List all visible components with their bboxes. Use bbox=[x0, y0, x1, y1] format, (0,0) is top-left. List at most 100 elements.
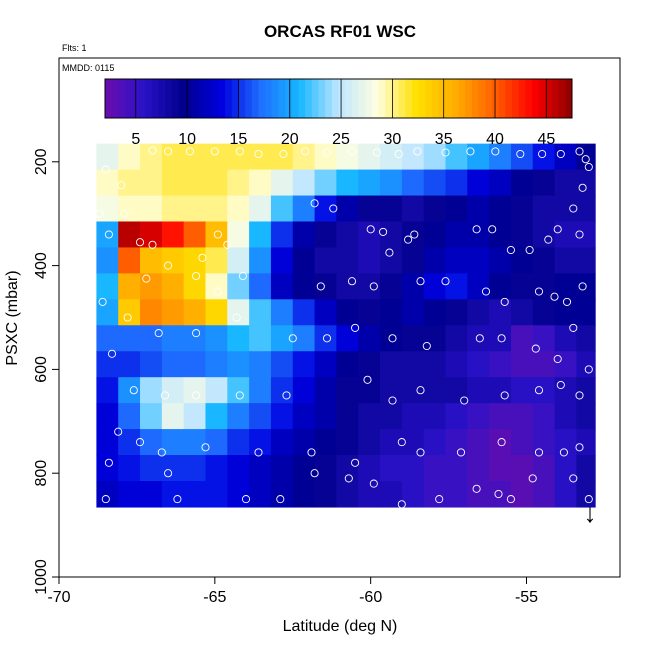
colorbar-segment bbox=[251, 79, 259, 118]
heatmap-cell bbox=[249, 455, 272, 482]
colorbar-segment bbox=[405, 79, 413, 118]
heatmap-cell bbox=[532, 247, 556, 274]
observation-point bbox=[575, 230, 584, 239]
heatmap-cell bbox=[554, 169, 577, 197]
heatmap-cell bbox=[467, 169, 490, 197]
observation-point bbox=[544, 235, 553, 244]
heatmap-cell bbox=[140, 221, 163, 249]
heatmap-cell bbox=[96, 247, 119, 274]
observation-point bbox=[95, 209, 104, 218]
heatmap-cell bbox=[467, 143, 490, 171]
x-tick-label: -60 bbox=[359, 589, 382, 606]
heatmap-cell bbox=[532, 299, 556, 326]
heatmap-cell bbox=[140, 429, 163, 456]
colorbar-segment bbox=[431, 79, 440, 118]
heatmap-cell bbox=[554, 480, 577, 508]
heatmap-cell bbox=[554, 143, 577, 171]
observation-point bbox=[441, 277, 450, 286]
heatmap-cell bbox=[445, 299, 468, 326]
colorbar-segment bbox=[171, 79, 179, 118]
heatmap-cell bbox=[510, 325, 534, 352]
heatmap-cell bbox=[401, 169, 425, 197]
heatmap-cell bbox=[249, 429, 272, 456]
heatmap-cell bbox=[576, 403, 596, 430]
heatmap-cell bbox=[336, 429, 359, 456]
observation-point bbox=[575, 443, 584, 452]
heatmap-cell bbox=[445, 273, 468, 300]
heatmap-cell bbox=[489, 143, 512, 171]
colorbar-tick-label: 15 bbox=[230, 131, 248, 148]
heatmap-cell bbox=[532, 325, 556, 352]
colorbar-segment bbox=[358, 79, 366, 118]
heatmap-cell bbox=[445, 169, 468, 197]
heatmap-cell bbox=[227, 351, 250, 378]
colorbar-segment bbox=[311, 79, 319, 118]
heatmap-cell bbox=[554, 325, 577, 352]
y-tick-label: 800 bbox=[33, 460, 50, 487]
colorbar-segment bbox=[205, 79, 213, 118]
heatmap-cell bbox=[227, 169, 250, 197]
observation-points bbox=[95, 146, 593, 509]
observation-point bbox=[372, 148, 381, 157]
heatmap-cell bbox=[183, 429, 207, 456]
heatmap-cell bbox=[358, 480, 381, 508]
heatmap-cell bbox=[358, 403, 381, 430]
observation-point bbox=[435, 495, 444, 504]
colorbar-segment bbox=[165, 79, 173, 118]
colorbar-segment bbox=[105, 79, 113, 118]
observation-point bbox=[123, 313, 132, 322]
observation-point bbox=[173, 495, 182, 504]
observation-point bbox=[369, 282, 378, 291]
heatmap-cell bbox=[249, 247, 272, 274]
heatmap-cell bbox=[205, 299, 228, 326]
observation-point bbox=[210, 147, 219, 156]
colorbar-segment bbox=[231, 79, 239, 118]
heatmap-cell bbox=[358, 377, 381, 404]
observation-point bbox=[329, 204, 338, 213]
observation-point bbox=[192, 329, 201, 338]
heatmap-cell bbox=[314, 377, 337, 404]
heatmap-cell bbox=[314, 429, 337, 456]
heatmap-cell bbox=[445, 143, 468, 171]
heatmap-cell bbox=[423, 169, 447, 197]
observation-point bbox=[584, 162, 593, 172]
heatmap-cell bbox=[205, 143, 228, 171]
x-tick-label: -55 bbox=[515, 589, 538, 606]
observation-point bbox=[164, 261, 173, 270]
heatmap-cell bbox=[140, 273, 163, 300]
heatmap-cell bbox=[140, 325, 163, 352]
y-tick-label: 400 bbox=[33, 252, 50, 279]
heatmap-cell bbox=[401, 273, 425, 300]
heatmap-cell bbox=[576, 221, 596, 249]
heatmap-cell bbox=[270, 377, 294, 404]
heatmap-cell bbox=[249, 299, 272, 326]
colorbar-segment bbox=[318, 79, 326, 118]
heatmap-cell bbox=[314, 299, 337, 326]
colorbar-tick-label: 25 bbox=[332, 131, 350, 148]
colorbar-segment bbox=[505, 79, 513, 118]
observation-point bbox=[475, 334, 484, 343]
observation-point bbox=[494, 489, 503, 499]
observation-point bbox=[135, 438, 145, 447]
observation-point bbox=[148, 146, 157, 155]
heatmap-cell bbox=[401, 247, 425, 274]
heatmap-cell bbox=[183, 351, 207, 378]
heatmap-cell bbox=[292, 299, 316, 326]
colorbar-segment bbox=[545, 79, 553, 118]
observation-point bbox=[472, 484, 481, 493]
heatmap-cell bbox=[96, 480, 119, 508]
heatmap-cell bbox=[445, 480, 468, 508]
heatmap-cell bbox=[314, 221, 337, 249]
heatmap-cell bbox=[510, 403, 534, 430]
colorbar-tick-label: 35 bbox=[435, 131, 453, 148]
observation-point bbox=[488, 225, 497, 234]
heatmap-cell bbox=[292, 195, 316, 223]
colorbar-segment bbox=[125, 79, 133, 118]
heatmap-cell bbox=[227, 221, 250, 249]
heatmap-cell bbox=[489, 403, 512, 430]
colorbar-segment bbox=[331, 79, 339, 118]
heatmap-cell bbox=[183, 403, 207, 430]
colorbar-segment bbox=[398, 79, 406, 118]
heatmap-cell bbox=[227, 377, 250, 404]
y-tick-label: 1000 bbox=[33, 559, 50, 595]
